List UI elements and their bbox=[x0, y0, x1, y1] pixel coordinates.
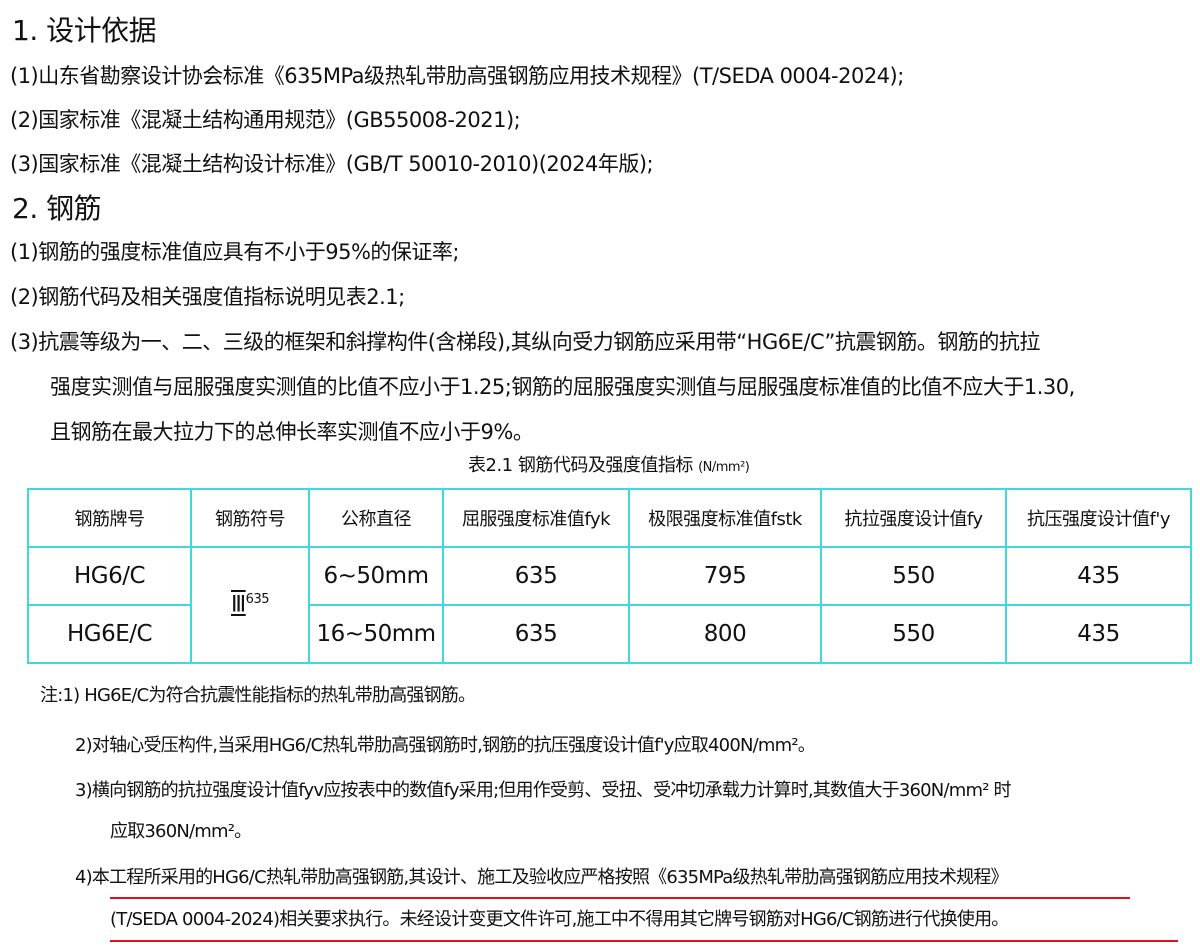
note-4: 4)本工程所采用的HG6/C热轧带肋高强钢筋,其设计、施工及验收应严格按照《63… bbox=[75, 867, 1009, 888]
grade-cell: HG6/C bbox=[27, 546, 192, 606]
fyk-cell: 635 bbox=[442, 604, 630, 664]
header-cell: 抗拉强度设计值fy bbox=[820, 488, 1007, 548]
header-cell: 公称直径 bbox=[308, 488, 444, 548]
note-2: 2)对轴心受压构件,当采用HG6/C热轧带肋高强钢筋时,钢筋的抗压强度设计值f'… bbox=[75, 735, 816, 756]
fyk-cell: 635 bbox=[442, 546, 630, 606]
caption-text: 表2.1 钢筋代码及强度值指标 bbox=[468, 455, 693, 476]
table-row: HG6E/C 16~50mm 635 800 550 435 bbox=[27, 604, 1192, 664]
header-cell: 极限强度标准值fstk bbox=[628, 488, 822, 548]
rebar-item-2: (2)钢筋代码及相关强度值指标说明见表2.1; bbox=[10, 285, 405, 309]
note-1: 注:1) HG6E/C为符合抗震性能指标的热轧带肋高强钢筋。 bbox=[40, 685, 476, 706]
diameter-cell: 16~50mm bbox=[308, 604, 444, 664]
grade-cell: HG6E/C bbox=[27, 604, 192, 664]
rebar-item-3-cont2: 且钢筋在最大拉力下的总伸长率实测值不应小于9%。 bbox=[50, 420, 534, 444]
note-3-cont: 应取360N/mm²。 bbox=[110, 821, 252, 842]
diameter-cell: 6~50mm bbox=[308, 546, 444, 606]
note-3: 3)横向钢筋的抗拉强度设计值fyv应按表中的数值fy采用;但用作受剪、受扭、受冲… bbox=[75, 780, 1012, 801]
rebar-item-1: (1)钢筋的强度标准值应具有不小于95%的保证率; bbox=[10, 240, 460, 264]
basis-item-1: (1)山东省勘察设计协会标准《635MPa级热轧带肋高强钢筋应用技术规程》(T/… bbox=[10, 64, 904, 88]
fstk-cell: 800 bbox=[628, 604, 822, 664]
red-underline bbox=[110, 940, 1178, 942]
table-row: HG6/C Ⅲ635 6~50mm 635 795 550 435 bbox=[27, 546, 1192, 664]
section-2-title: 2. 钢筋 bbox=[12, 192, 102, 225]
fy-cell: 550 bbox=[820, 546, 1007, 606]
fstk-cell: 795 bbox=[628, 546, 822, 606]
fpy-cell: 435 bbox=[1005, 546, 1192, 606]
rebar-item-3-cont: 强度实测值与屈服强度实测值的比值不应小于1.25;钢筋的屈服强度实测值与屈服强度… bbox=[50, 375, 1075, 399]
table-header-row: 钢筋牌号 钢筋符号 公称直径 屈服强度标准值fyk 极限强度标准值fstk 抗拉… bbox=[27, 488, 1192, 548]
fpy-cell: 435 bbox=[1005, 604, 1192, 664]
symbol-glyph: Ⅲ bbox=[231, 592, 246, 618]
basis-item-2: (2)国家标准《混凝土结构通用规范》(GB55008-2021); bbox=[10, 108, 521, 132]
symbol-sup: 635 bbox=[245, 592, 270, 608]
section-1-title: 1. 设计依据 bbox=[12, 14, 157, 47]
header-cell: 抗压强度设计值f'y bbox=[1005, 488, 1192, 548]
rebar-symbol: Ⅲ635 bbox=[190, 546, 310, 664]
fy-cell: 550 bbox=[820, 604, 1007, 664]
header-cell: 屈服强度标准值fyk bbox=[442, 488, 630, 548]
header-cell: 钢筋符号 bbox=[190, 488, 310, 548]
note-4-cont: (T/SEDA 0004-2024)相关要求执行。未经设计变更文件许可,施工中不… bbox=[110, 909, 1009, 930]
basis-item-3: (3)国家标准《混凝土结构设计标准》(GB/T 50010-2010)(2024… bbox=[10, 152, 654, 176]
caption-unit: (N/mm²) bbox=[698, 460, 750, 475]
header-cell: 钢筋牌号 bbox=[27, 488, 192, 548]
red-underline bbox=[110, 897, 1130, 899]
rebar-table: 钢筋牌号 钢筋符号 公称直径 屈服强度标准值fyk 极限强度标准值fstk 抗拉… bbox=[27, 488, 1192, 664]
rebar-item-3: (3)抗震等级为一、二、三级的框架和斜撑构件(含梯段),其纵向受力钢筋应采用带“… bbox=[10, 330, 1040, 354]
table-caption: 表2.1 钢筋代码及强度值指标 (N/mm²) bbox=[468, 452, 968, 482]
